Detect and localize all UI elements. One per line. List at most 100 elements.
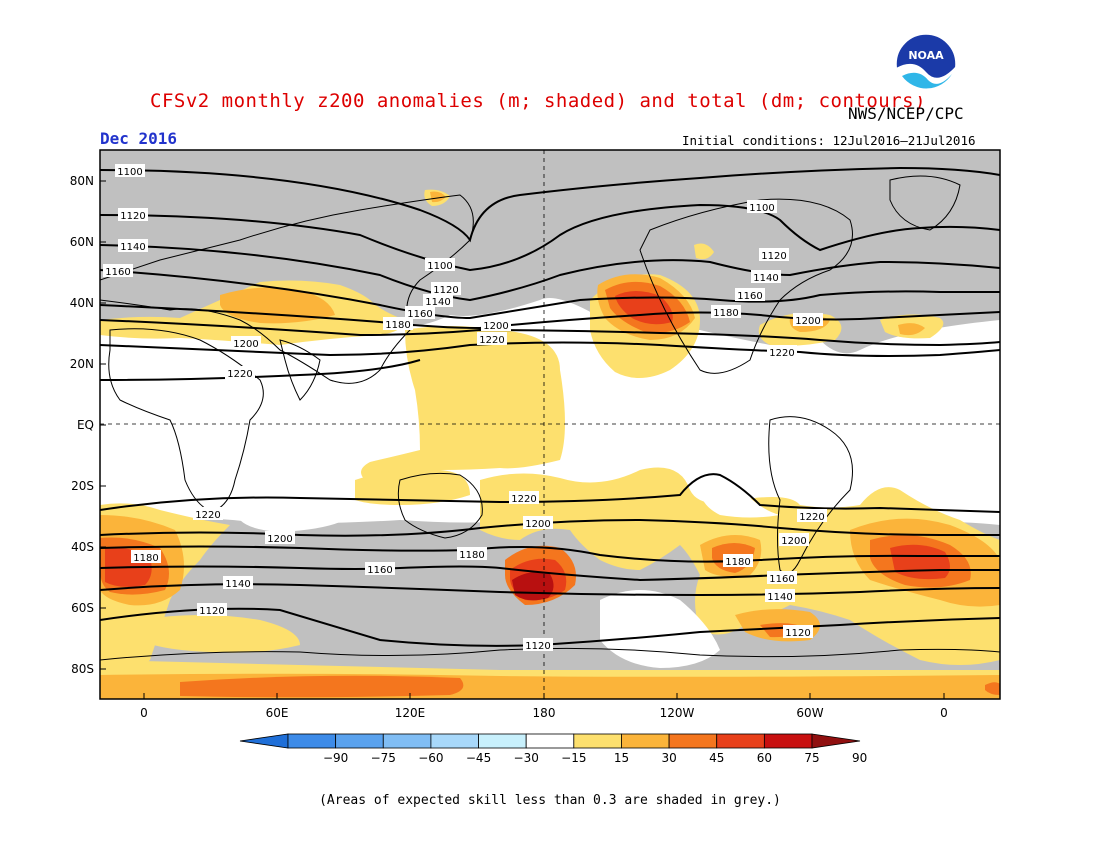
colorbar-tick-label: 15: [614, 751, 629, 765]
contour-label: 1180: [131, 550, 161, 564]
contour-label: 1220: [767, 345, 797, 359]
longitude-ticks: [143, 693, 945, 699]
colorbar-segment: [335, 733, 384, 749]
noaa-logo: NOAA: [895, 33, 957, 96]
svg-text:1120: 1120: [199, 606, 224, 617]
colorbar-segment: [382, 733, 432, 749]
svg-text:1120: 1120: [120, 211, 145, 222]
contour-label: 1200: [779, 533, 809, 547]
colorbar-segment: [621, 733, 670, 749]
contour-label: 1180: [457, 547, 487, 561]
contour-label: 1140: [751, 270, 781, 284]
contour-label: 1220: [225, 366, 255, 380]
contour-label: 1220: [477, 332, 507, 346]
svg-text:1220: 1220: [799, 512, 824, 523]
svg-text:1140: 1140: [753, 273, 778, 284]
contour-label: 1220: [193, 507, 223, 521]
svg-text:1100: 1100: [749, 203, 774, 214]
svg-text:1220: 1220: [195, 510, 220, 521]
svg-text:1120: 1120: [433, 285, 458, 296]
colorbar-segment: [573, 733, 622, 749]
svg-text:1100: 1100: [427, 261, 452, 272]
contour-label: 1200: [265, 531, 295, 545]
contour-label: 1160: [365, 562, 395, 576]
contour-label: 1120: [431, 282, 461, 296]
sh-white-skill-area: [240, 479, 780, 668]
contour-label: 1100: [747, 200, 777, 214]
forecast-month: Dec 2016: [100, 129, 178, 148]
svg-text:1220: 1220: [227, 369, 252, 380]
contour-label: 1160: [405, 306, 435, 320]
height-contours: [100, 166, 1000, 647]
contour-label: 1140: [118, 239, 148, 253]
svg-text:1140: 1140: [767, 592, 792, 603]
contour-label: 1140: [423, 294, 453, 308]
svg-text:1200: 1200: [525, 519, 550, 530]
lat-label: 60N: [70, 235, 94, 249]
colorbar-tick-label: −75: [371, 751, 396, 765]
svg-text:1120: 1120: [761, 251, 786, 262]
svg-text:1140: 1140: [225, 579, 250, 590]
lat-label: 20S: [71, 479, 94, 493]
lon-label: 0: [940, 706, 948, 720]
lon-label: 60W: [796, 706, 823, 720]
graticule: [100, 150, 1000, 699]
contour-label-group: 1100 1100 1100 1120 1120 1120 1120 1120 …: [103, 164, 827, 652]
svg-text:1120: 1120: [525, 641, 550, 652]
svg-text:1180: 1180: [725, 557, 750, 568]
colorbar-tick-label: −60: [418, 751, 443, 765]
contour-label: 1140: [223, 576, 253, 590]
svg-text:1220: 1220: [769, 348, 794, 359]
lon-label: 60E: [266, 706, 289, 720]
colorbar: −90 −75 −60 −45 −30 −15 15 30 45 60 75 90: [239, 733, 867, 765]
map-plot-area: 1100 1100 1100 1120 1120 1120 1120 1120 …: [100, 150, 1000, 699]
lon-label: 0: [140, 706, 148, 720]
svg-text:1220: 1220: [511, 494, 536, 505]
contour-label: 1180: [383, 317, 413, 331]
colorbar-tick-label: 75: [804, 751, 819, 765]
svg-text:1180: 1180: [713, 308, 738, 319]
lat-label: 80N: [70, 174, 94, 188]
longitude-axis: 0 60E 120E 180 120W 60W 0: [140, 706, 948, 720]
contour-label: 1220: [509, 491, 539, 505]
contour-label: 1100: [425, 258, 455, 272]
svg-text:1120: 1120: [785, 628, 810, 639]
svg-text:1200: 1200: [483, 321, 508, 332]
latitude-ticks: [100, 180, 106, 670]
contour-label: 1120: [783, 625, 813, 639]
colorbar-segment: [478, 733, 527, 749]
colorbar-tick-label: 45: [709, 751, 724, 765]
svg-text:1200: 1200: [781, 536, 806, 547]
svg-text:1200: 1200: [267, 534, 292, 545]
contour-label: 1200: [523, 516, 553, 530]
svg-text:1140: 1140: [120, 242, 145, 253]
logo-text: NOAA: [908, 49, 944, 62]
lon-label: 120E: [395, 706, 426, 720]
contour-label: 1200: [793, 313, 823, 327]
skill-footnote: (Areas of expected skill less than 0.3 a…: [319, 793, 781, 808]
contour-label: 1180: [723, 554, 753, 568]
colorbar-high-arrow: [811, 733, 861, 749]
colorbar-segment: [668, 733, 718, 749]
svg-text:1220: 1220: [479, 335, 504, 346]
svg-text:1160: 1160: [737, 291, 762, 302]
contour-label: 1200: [231, 336, 261, 350]
svg-text:1160: 1160: [105, 267, 130, 278]
contour-label: 1120: [197, 603, 227, 617]
contour-label: 1160: [767, 571, 797, 585]
lon-label: 180: [533, 706, 556, 720]
colorbar-segment: [525, 733, 575, 749]
colorbar-tick-label: −90: [323, 751, 348, 765]
lat-label: 40N: [70, 296, 94, 310]
lat-label: 20N: [70, 357, 94, 371]
svg-text:1160: 1160: [367, 565, 392, 576]
svg-text:1160: 1160: [407, 309, 432, 320]
colorbar-tick-label: −15: [561, 751, 586, 765]
lat-label: 80S: [71, 662, 94, 676]
svg-text:1180: 1180: [385, 320, 410, 331]
colorbar-segment: [430, 733, 479, 749]
colorbar-segment: [763, 733, 813, 749]
lat-label: 60S: [71, 601, 94, 615]
svg-text:1200: 1200: [233, 339, 258, 350]
